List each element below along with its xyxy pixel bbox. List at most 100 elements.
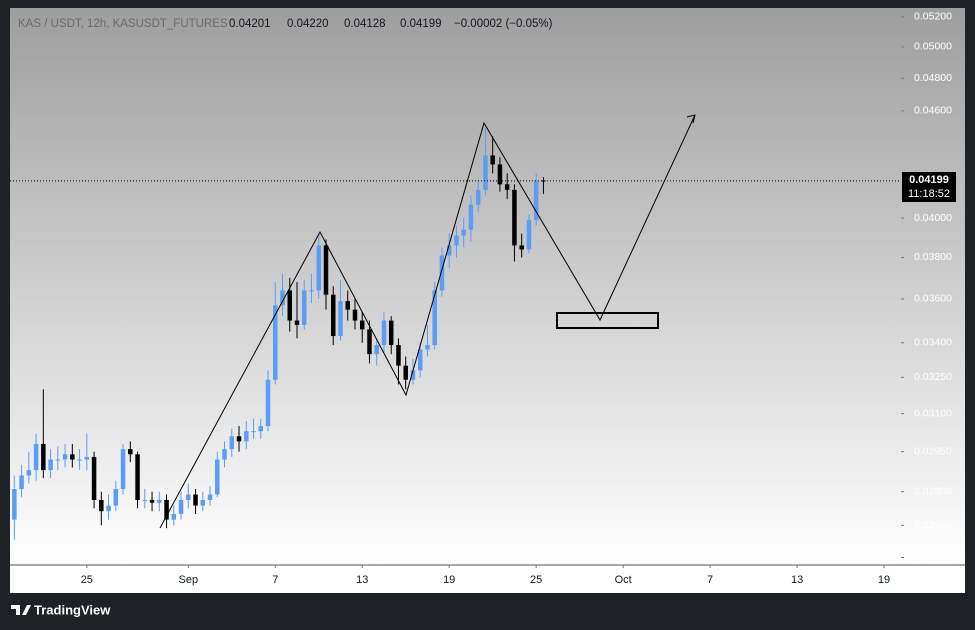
ohlc-open: 0.04201 bbox=[229, 18, 271, 30]
arrow-head bbox=[686, 114, 696, 124]
candle-body bbox=[280, 290, 285, 306]
candle-body bbox=[120, 449, 126, 490]
candle-body bbox=[222, 449, 227, 460]
candle-body bbox=[12, 489, 17, 520]
y-tick-label: 0.04600 bbox=[914, 105, 952, 117]
price-label: 0.04199 bbox=[909, 174, 949, 186]
ohlc-change: −0.00002 (−0.05%) bbox=[454, 18, 553, 30]
candle-body bbox=[70, 454, 75, 460]
logo-icon bbox=[11, 605, 31, 615]
candle-body bbox=[91, 456, 97, 501]
x-tick-label: 19 bbox=[443, 574, 455, 586]
x-tick-label: 25 bbox=[81, 574, 93, 586]
drawing bbox=[159, 114, 696, 529]
candle-body bbox=[316, 245, 321, 291]
candle-body bbox=[475, 189, 481, 205]
candle-body bbox=[490, 155, 495, 165]
symbol-title: KAS / USDT, 12h, KASUSDT_FUTURES bbox=[18, 18, 228, 30]
candle-body bbox=[483, 155, 488, 190]
candle-body bbox=[229, 436, 235, 450]
x-tick-label: Oct bbox=[615, 574, 632, 586]
candle-body bbox=[258, 426, 264, 432]
candle-body bbox=[302, 290, 307, 325]
candle-body bbox=[99, 500, 104, 512]
x-tick-label: 13 bbox=[356, 574, 368, 586]
candle-body bbox=[461, 229, 466, 236]
x-tick-label: Sep bbox=[179, 574, 199, 586]
candle-body bbox=[432, 290, 437, 346]
candle-body bbox=[287, 290, 293, 321]
candle-body bbox=[113, 489, 119, 506]
candle-body bbox=[533, 180, 539, 221]
candle-body bbox=[512, 189, 517, 246]
x-tick-label: 25 bbox=[530, 574, 542, 586]
candle-body bbox=[128, 449, 133, 455]
candle-body bbox=[265, 379, 271, 427]
countdown: 11:18:52 bbox=[908, 188, 950, 200]
candle-body bbox=[352, 309, 358, 321]
y-tick-label: 0.05200 bbox=[914, 11, 952, 23]
ohlc-high: 0.04220 bbox=[287, 18, 329, 30]
candle-body bbox=[186, 494, 191, 501]
y-tick-label: 0.02800 bbox=[914, 486, 952, 498]
x-tick-label: 7 bbox=[707, 574, 713, 586]
candle-body bbox=[294, 320, 300, 325]
candle-body bbox=[157, 500, 162, 503]
candle-body bbox=[504, 184, 510, 190]
candle-body bbox=[381, 320, 387, 346]
candle-body bbox=[193, 494, 198, 506]
candle-body bbox=[84, 456, 90, 460]
candle-body bbox=[19, 475, 24, 490]
y-tick-label: 0.02570 bbox=[914, 551, 952, 563]
candle-body bbox=[207, 494, 213, 501]
y-tick-label: 0.04800 bbox=[914, 72, 952, 84]
candle-body bbox=[164, 500, 169, 520]
candle-body bbox=[273, 305, 278, 380]
candle-body bbox=[236, 436, 242, 442]
candle-body bbox=[55, 459, 61, 461]
candle-body bbox=[26, 470, 32, 476]
candle-body bbox=[417, 349, 423, 371]
price-label-box bbox=[902, 172, 956, 202]
y-tick-label: 0.03250 bbox=[914, 371, 952, 383]
y-tick-label: 0.02680 bbox=[914, 519, 952, 531]
candle-body bbox=[388, 320, 394, 346]
candle-body bbox=[200, 500, 206, 506]
candle-body bbox=[106, 505, 111, 512]
candle-body bbox=[403, 365, 408, 380]
candle-body bbox=[215, 459, 220, 495]
candle-body bbox=[454, 235, 459, 246]
candle-body bbox=[425, 345, 430, 350]
y-tick-label: 0.04000 bbox=[914, 212, 952, 224]
y-tick-label: 0.02950 bbox=[914, 445, 952, 457]
candle-body bbox=[439, 255, 445, 291]
candle-body bbox=[48, 459, 53, 471]
candle-body bbox=[178, 500, 184, 514]
candle-body bbox=[171, 513, 177, 520]
x-tick-label: 19 bbox=[878, 574, 890, 586]
candle-body bbox=[323, 245, 329, 295]
candle-body bbox=[33, 443, 39, 471]
y-tick-label: 0.03100 bbox=[914, 407, 952, 419]
candle-body bbox=[446, 245, 452, 256]
time-axis-background bbox=[10, 565, 965, 593]
candle-body bbox=[309, 290, 314, 292]
candle-body bbox=[519, 245, 524, 250]
candle-body bbox=[359, 320, 365, 330]
candle-body bbox=[396, 345, 401, 366]
candle-body bbox=[142, 500, 148, 502]
ohlc-close: 0.04199 bbox=[400, 18, 442, 30]
candle-body bbox=[410, 370, 416, 380]
y-tick-label: 0.03800 bbox=[914, 251, 952, 263]
candle-body bbox=[526, 220, 532, 250]
x-tick-label: 13 bbox=[791, 574, 803, 586]
plot-background bbox=[10, 8, 965, 565]
zigzag-projection bbox=[159, 114, 696, 529]
candle-body bbox=[251, 431, 256, 433]
logo: TradingView bbox=[11, 602, 111, 617]
candle-body bbox=[149, 500, 155, 503]
logo-text: TradingView bbox=[34, 602, 111, 617]
ohlc-low: 0.04128 bbox=[344, 18, 386, 30]
